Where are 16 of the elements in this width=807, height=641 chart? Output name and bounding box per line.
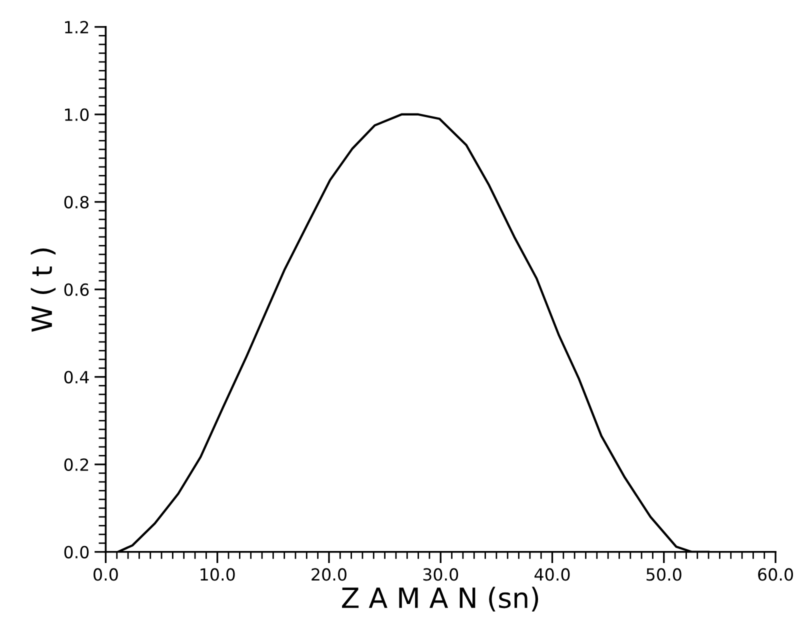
y-tick-label: 0.6 <box>64 283 89 296</box>
x-axis-title: Z A M A N (sn) <box>342 586 538 612</box>
y-tick-label: 1.0 <box>65 108 89 121</box>
x-tick-label: 0.0 <box>94 568 118 581</box>
x-tick-label: 10.0 <box>200 568 235 581</box>
y-tick-label: 1.2 <box>65 20 88 34</box>
x-tick-label: 20.0 <box>312 568 346 581</box>
x-tick-label: 30.0 <box>423 568 458 581</box>
y-tick-label: 0.0 <box>64 546 89 558</box>
x-tick-label: 60.0 <box>758 568 793 581</box>
y-tick-label: 0.4 <box>64 370 89 384</box>
y-tick-label: 0.8 <box>64 196 89 208</box>
y-axis-title: W ( t ) <box>30 248 56 332</box>
x-tick-label: 40.0 <box>534 568 570 581</box>
x-tick-label: 50.0 <box>646 568 682 581</box>
y-tick-label: 0.2 <box>64 458 88 471</box>
